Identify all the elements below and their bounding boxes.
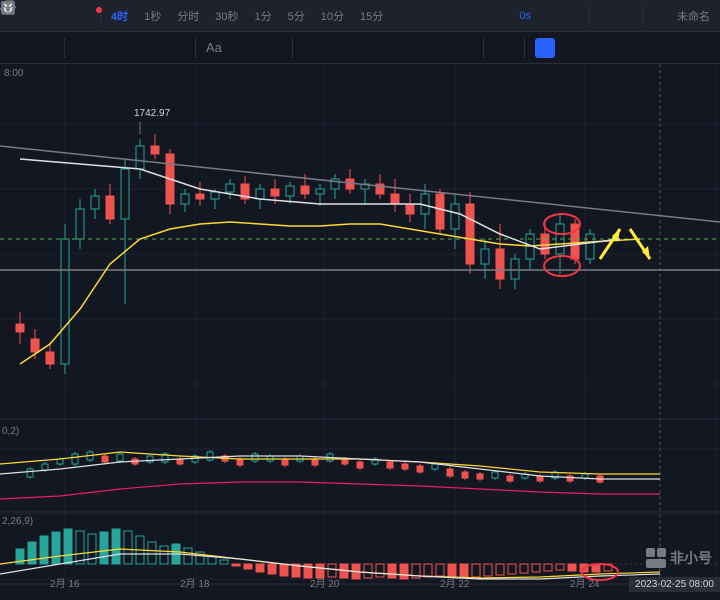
countdown: 0s [513,8,537,24]
highlight-icon[interactable] [262,38,282,58]
layout-icon[interactable] [52,6,72,26]
trash-icon[interactable] [494,38,514,58]
rect-icon[interactable] [75,38,95,58]
lock-icon[interactable] [453,38,473,58]
timeframe-1m[interactable]: 1分 [249,6,278,26]
timeframe-30s[interactable]: 30秒 [209,6,244,26]
separator [642,6,643,26]
copy-icon[interactable] [423,38,443,58]
wave-icon[interactable]: 3 [135,38,155,58]
watermark-text: 非小号 [670,548,712,568]
magnet-icon[interactable] [535,38,555,58]
link-icon[interactable] [393,38,413,58]
pencil-icon[interactable] [565,6,585,26]
lines-icon[interactable] [105,38,125,58]
sub2-params: 2,26,9) [2,516,33,527]
separator [524,38,525,58]
measure-icon[interactable] [333,38,353,58]
text-tool[interactable]: Aa [206,40,222,55]
plus-box-icon[interactable] [165,38,185,58]
cloud-icon[interactable] [647,6,667,26]
separator [195,38,196,58]
x-tick-1: 2月 18 [180,575,209,590]
save-icon[interactable] [28,6,48,26]
timeframe-5m[interactable]: 5分 [282,6,311,26]
fullscreen-icon[interactable] [618,6,638,26]
price-high-label: 1742.97 [134,108,170,119]
chart-area[interactable]: 8:00 1742.97 0,2) 2,26,9) 2月 16 2月 18 2月… [0,64,720,600]
chart-svg [0,64,720,600]
separator [292,38,293,58]
separator [64,38,65,58]
rewind-icon[interactable] [76,6,96,26]
separator [589,6,590,26]
x-tick-0: 2月 16 [50,575,79,590]
zoom-icon[interactable] [363,38,383,58]
timestamp: 2023-02-25 08:00 [629,577,720,592]
x-tick-2: 2月 20 [310,575,339,590]
x-tick-4: 2月 24 [570,575,599,590]
cross-icon[interactable] [4,38,24,58]
x-tick-3: 2月 22 [440,575,469,590]
filter-icon[interactable] [565,38,585,58]
camera-icon[interactable] [541,6,561,26]
sub1-params: 0,2) [2,426,19,437]
drawing-toolbar: 3 Aa [0,32,720,64]
timeframe-1s[interactable]: 1秒 [138,6,167,26]
time-label: 8:00 [4,68,23,79]
watermark-logo-icon [646,548,666,568]
timeframe-15m[interactable]: 15分 [354,6,389,26]
top-toolbar: 4时 1秒 分时 30秒 1分 5分 10分 15分 0s 未命名 [0,0,720,32]
timeframe-tick[interactable]: 分时 [171,6,205,26]
watermark: 非小号 [646,548,712,568]
separator [483,38,484,58]
brush-icon[interactable] [232,38,252,58]
timeframe-10m[interactable]: 10分 [315,6,350,26]
trend-icon[interactable] [34,38,54,58]
settings-icon[interactable] [594,6,614,26]
timeframe-4h[interactable]: 4时 [105,6,134,26]
notification-dot [96,7,102,13]
ruler-icon[interactable] [303,38,323,58]
save-name[interactable]: 未命名 [671,6,716,26]
